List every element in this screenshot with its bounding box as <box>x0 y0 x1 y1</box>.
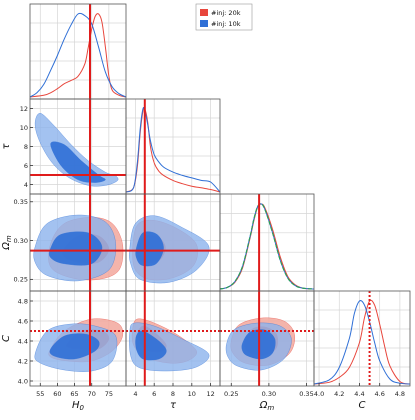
marginal-reference-Om <box>219 203 315 290</box>
y-tick-label-C: 4.6 <box>18 317 28 325</box>
marginal-10k-tau <box>125 106 221 193</box>
x-tick-label-Om: 0.30 <box>262 390 276 398</box>
contour-10k-outer-H0-tau <box>34 113 119 187</box>
x-axis-label-tau: τ <box>170 400 177 411</box>
y-tick-label-tau: 4 <box>24 181 28 189</box>
x-tick-label-tau: 4 <box>133 390 137 398</box>
y-tick-label-Om: 0.35 <box>14 198 28 206</box>
y-tick-label-tau: 10 <box>20 124 28 132</box>
x-tick-label-C: 4.8 <box>395 390 405 398</box>
x-tick-label-C: 4.6 <box>375 390 385 398</box>
y-tick-label-Om: 0.30 <box>14 237 28 245</box>
x-tick-label-tau: 6 <box>152 390 156 398</box>
x-tick-label-H0: 70 <box>88 390 96 398</box>
contour-10k-inner-H0-tau <box>50 141 106 183</box>
y-axis-label-tau: τ <box>1 143 12 150</box>
x-tick-label-H0: 65 <box>70 390 78 398</box>
legend-swatch-1 <box>200 20 208 27</box>
y-axis-label-C: C <box>1 335 12 342</box>
x-tick-label-C: 4.4 <box>354 390 364 398</box>
contour-10k-inner-H0-Om <box>48 231 103 266</box>
y-tick-label-Om: 0.25 <box>14 276 28 284</box>
panel-frame <box>313 290 411 387</box>
y-axis-label-Om: Ωm <box>1 235 13 251</box>
x-tick-label-tau: 8 <box>171 390 175 398</box>
x-axis-label-C: C <box>359 400 366 411</box>
panel-C-C <box>314 291 410 386</box>
x-axis-label-H0: H0 <box>72 400 85 412</box>
contour-10k-inner-H0-C <box>49 333 100 360</box>
x-tick-label-H0: 75 <box>105 390 113 398</box>
y-tick-label-tau: 12 <box>20 105 28 113</box>
legend-swatch-0 <box>200 9 208 16</box>
y-tick-label-C: 4.2 <box>18 357 28 365</box>
x-tick-label-Om: 0.35 <box>299 390 313 398</box>
x-tick-label-C: 4.2 <box>334 390 344 398</box>
y-tick-label-C: 4.8 <box>18 297 28 305</box>
legend-label-1: #inj: 10k <box>211 20 241 28</box>
y-tick-label-C: 4.4 <box>18 337 28 345</box>
panel-H0-H0 <box>30 4 126 99</box>
marginal-10k-H0 <box>29 12 127 98</box>
x-tick-label-tau: 10 <box>188 390 196 398</box>
x-tick-label-H0: 55 <box>36 390 44 398</box>
y-tick-label-tau: 8 <box>24 143 28 151</box>
panel-Om-Om <box>220 194 314 291</box>
x-tick-label-Om: 0.25 <box>224 390 238 398</box>
x-axis-label-Om: Ωm <box>259 400 275 412</box>
y-tick-label-tau: 6 <box>24 162 28 170</box>
x-tick-label-tau: 12 <box>206 390 214 398</box>
marginal-10k-C <box>313 300 411 385</box>
y-tick-label-C: 4.0 <box>18 377 28 385</box>
x-tick-label-H0: 60 <box>53 390 61 398</box>
x-tick-label-C: 4.0 <box>314 390 324 398</box>
legend-label-0: #inj: 20k <box>211 9 241 17</box>
